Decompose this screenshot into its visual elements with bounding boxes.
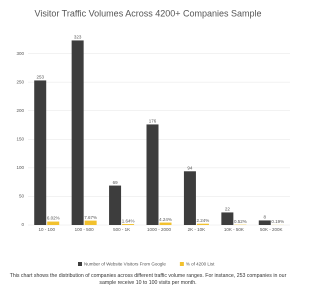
value-label: 22 xyxy=(225,207,231,212)
bar xyxy=(196,223,209,225)
bar xyxy=(109,185,122,225)
y-tick-label: 200 xyxy=(16,108,24,113)
value-label: 0.19% xyxy=(271,219,284,224)
x-tick-label: 500 - 1K xyxy=(113,227,130,232)
value-label: 4.24% xyxy=(159,217,172,222)
page: Visitor Traffic Volumes Across 4200+ Com… xyxy=(9,8,290,286)
value-label: 1.64% xyxy=(122,218,135,223)
chart: Visitor Traffic Volumes Across 4200+ Com… xyxy=(16,8,290,266)
bar xyxy=(159,222,172,225)
y-tick-label: 150 xyxy=(16,136,24,141)
bar xyxy=(258,220,271,225)
legend-label: Number of Website Visitors From Google xyxy=(84,261,166,266)
x-tick-label: 100 - 500 xyxy=(75,227,95,232)
x-tick-label: 2K - 10K xyxy=(188,227,206,232)
value-label: 6.02% xyxy=(47,216,60,221)
x-tick-label: 1000 - 2000 xyxy=(147,227,172,232)
bar xyxy=(71,40,84,225)
bar xyxy=(146,124,159,225)
value-label: 69 xyxy=(113,180,119,185)
bar xyxy=(183,171,196,225)
bar xyxy=(221,212,234,225)
value-label: 8 xyxy=(264,215,267,220)
value-label: 323 xyxy=(74,35,82,40)
bar xyxy=(47,221,60,225)
chart-title: Visitor Traffic Volumes Across 4200+ Com… xyxy=(34,8,261,18)
x-tick-label: 10K - 50K xyxy=(224,227,244,232)
legend-label: % of 4200 List xyxy=(186,261,215,266)
y-tick-label: 0 xyxy=(21,222,24,227)
value-label: 0.52% xyxy=(234,219,247,224)
bar xyxy=(122,224,135,225)
value-label: 94 xyxy=(187,165,193,170)
bar xyxy=(34,80,47,225)
x-tick-label: 10 - 100 xyxy=(38,227,55,232)
legend-swatch xyxy=(179,262,184,266)
y-tick-label: 100 xyxy=(16,165,24,170)
bar xyxy=(84,220,97,225)
value-label: 2.24% xyxy=(197,218,210,223)
y-tick-label: 250 xyxy=(16,79,24,84)
legend-swatch xyxy=(78,262,82,266)
value-label: 7.67% xyxy=(84,215,97,220)
y-tick-label: 50 xyxy=(19,194,25,199)
caption: This chart shows the distribution of com… xyxy=(9,273,287,286)
y-tick-label: 300 xyxy=(16,51,24,56)
x-tick-label: 50K - 200K xyxy=(260,227,283,232)
value-label: 253 xyxy=(36,75,44,80)
value-label: 176 xyxy=(149,119,157,124)
